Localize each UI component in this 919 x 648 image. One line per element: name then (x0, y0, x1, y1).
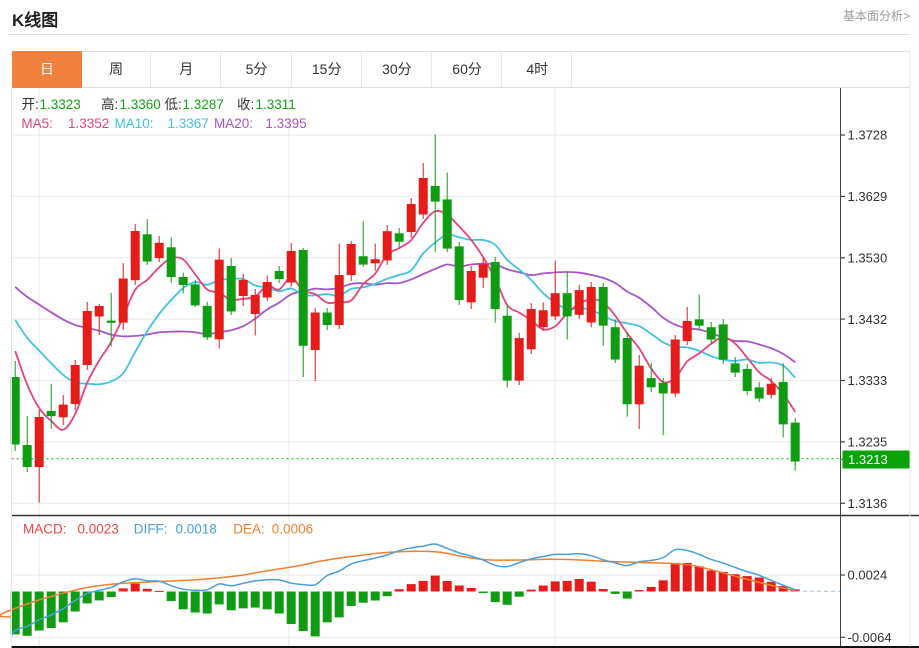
svg-text:1.3333: 1.3333 (848, 373, 888, 388)
svg-text:1.3728: 1.3728 (848, 128, 888, 143)
svg-text:1.3629: 1.3629 (848, 189, 888, 204)
svg-text:0.0024: 0.0024 (848, 568, 888, 583)
svg-text:1.3213: 1.3213 (848, 452, 888, 467)
svg-text:1.3136: 1.3136 (848, 496, 888, 511)
svg-text:-0.0064: -0.0064 (848, 630, 892, 645)
svg-text:1.3432: 1.3432 (848, 312, 888, 327)
svg-text:1.3530: 1.3530 (848, 251, 888, 266)
svg-text:1.3235: 1.3235 (848, 435, 888, 450)
